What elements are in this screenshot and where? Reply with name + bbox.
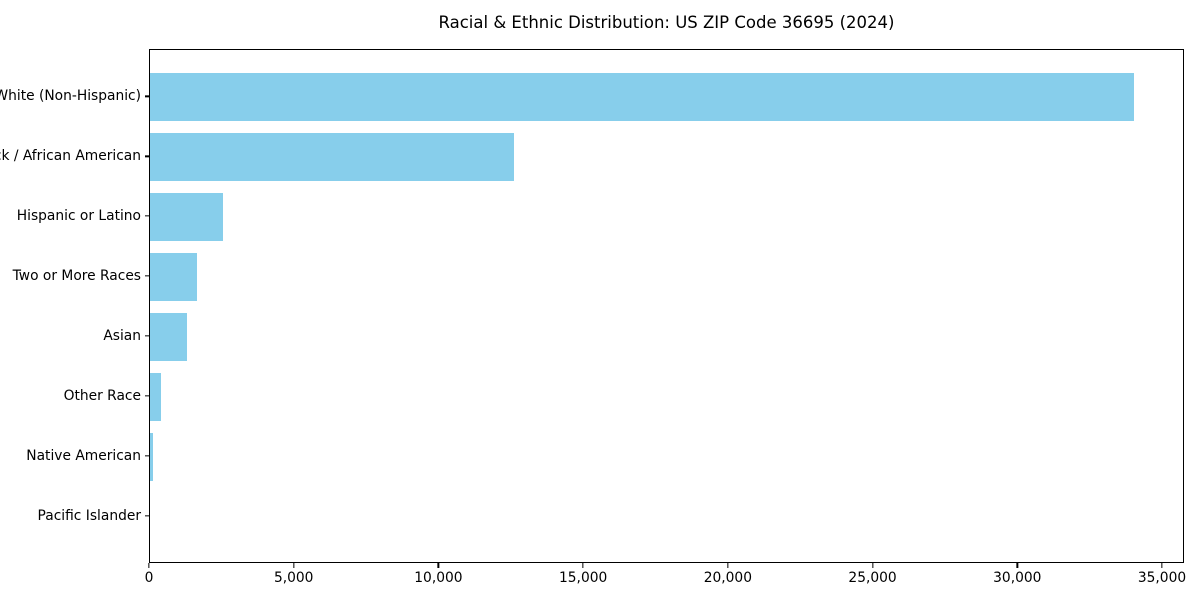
x-tick-mark [437,563,440,568]
y-row: Hispanic or Latino [0,186,149,246]
bar-row [150,67,1183,127]
bar [150,193,224,242]
x-tick-label: 30,000 [993,570,1042,586]
x-tick-label: 20,000 [703,570,752,586]
chart-title: Racial & Ethnic Distribution: US ZIP Cod… [438,13,895,32]
category-label: Two or More Races [12,268,141,285]
bar-row [150,127,1183,187]
bar [150,133,514,182]
x-tick-label: 0 [144,570,154,586]
y-row: Asian [0,306,149,366]
y-tick-mark [145,455,149,457]
bar-row [150,427,1183,487]
bar-row [150,307,1183,367]
category-label: Native American [26,447,141,464]
x-tick-label: 5,000 [273,570,314,586]
y-row: White (Non-Hispanic) [0,66,149,126]
x-tick-mark [1016,563,1018,568]
plot-area [149,49,1184,563]
x-tick-label: 25,000 [848,570,897,586]
bar-row [150,367,1183,427]
bars-layer [150,50,1183,562]
y-tick-mark [145,275,149,277]
bar [150,73,1135,122]
category-label: Pacific Islander [37,507,141,524]
bar-row [150,487,1183,547]
x-tick-mark [582,563,584,568]
category-label: Asian [103,327,141,344]
y-tick-mark [145,515,149,517]
y-row: Two or More Races [0,246,149,306]
x-tick-mark [871,563,874,568]
category-label: White (Non-Hispanic) [0,88,141,105]
y-tick-mark [145,155,149,157]
x-tick-label: 15,000 [559,570,608,586]
category-label: Black / African American [0,148,141,165]
x-tick-mark [1161,563,1163,568]
bar [150,253,197,301]
bar-row [150,187,1183,247]
y-tick-mark [145,215,149,217]
y-row: Pacific Islander [0,486,149,546]
x-axis: 0 5,000 10,000 15,000 20,000 25,000 30,000 35,0… [145,563,1187,595]
y-axis-labels: White (Non-Hispanic) Black / African Amer… [0,49,149,563]
bar [150,372,161,421]
x-tick-mark [148,563,150,568]
y-row: Native American [0,426,149,486]
y-row: Black / African American [0,126,149,186]
y-tick-mark [145,95,149,97]
category-label: Hispanic or Latino [16,208,141,225]
bar-row [150,247,1183,307]
y-tick-mark [145,335,149,337]
x-tick-mark [727,563,729,568]
x-tick-label: 10,000 [414,570,463,586]
y-row: Other Race [0,366,149,426]
category-label: Other Race [63,387,141,404]
bar [150,313,188,361]
y-tick-mark [145,395,149,397]
x-tick-label: 35,000 [1137,570,1187,586]
x-tick-mark [293,563,295,568]
bar [150,432,153,481]
